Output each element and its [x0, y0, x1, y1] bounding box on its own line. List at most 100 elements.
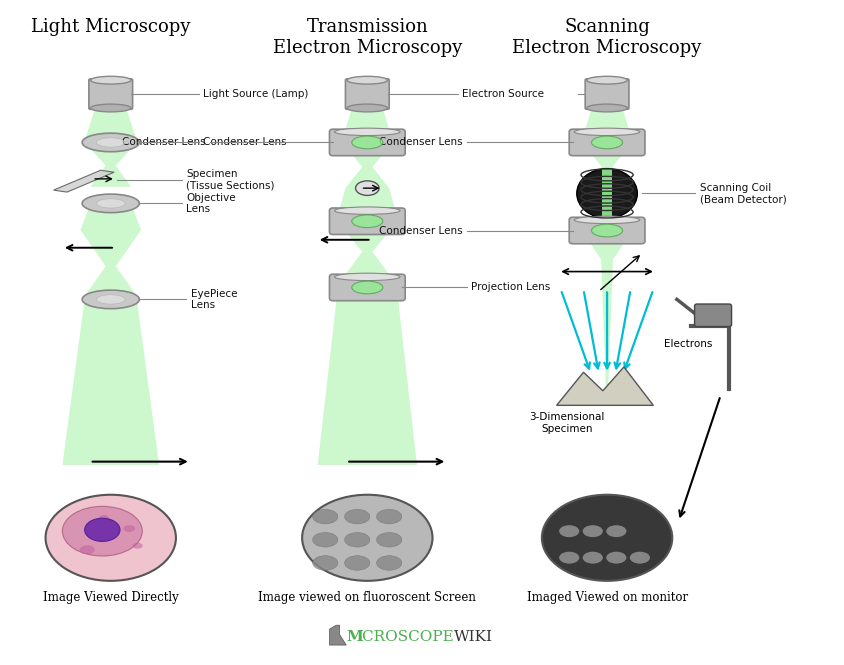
- Text: Scanning Coil
(Beam Detector): Scanning Coil (Beam Detector): [700, 183, 787, 204]
- Polygon shape: [84, 107, 137, 140]
- Polygon shape: [586, 167, 628, 194]
- Ellipse shape: [312, 533, 338, 547]
- Polygon shape: [84, 142, 137, 166]
- Polygon shape: [337, 221, 398, 252]
- Ellipse shape: [96, 138, 125, 147]
- Text: Electron Source: Electron Source: [463, 89, 544, 99]
- Polygon shape: [345, 167, 389, 188]
- Polygon shape: [556, 367, 653, 406]
- Text: Specimen
(Tissue Sections): Specimen (Tissue Sections): [187, 170, 275, 191]
- Ellipse shape: [46, 495, 176, 581]
- Ellipse shape: [123, 525, 135, 532]
- Ellipse shape: [347, 104, 387, 112]
- Polygon shape: [582, 107, 632, 140]
- Ellipse shape: [592, 136, 623, 149]
- Text: Objective
Lens: Objective Lens: [187, 193, 236, 214]
- Ellipse shape: [606, 552, 626, 564]
- Ellipse shape: [312, 509, 338, 524]
- Ellipse shape: [62, 506, 143, 556]
- Polygon shape: [53, 170, 114, 192]
- Text: Condenser Lens: Condenser Lens: [122, 138, 206, 148]
- Ellipse shape: [84, 518, 120, 541]
- Ellipse shape: [376, 533, 402, 547]
- Ellipse shape: [96, 199, 125, 208]
- Text: ICROSCOPE: ICROSCOPE: [356, 630, 454, 644]
- Polygon shape: [317, 287, 417, 465]
- Ellipse shape: [352, 281, 383, 294]
- Ellipse shape: [82, 194, 139, 213]
- Polygon shape: [582, 142, 632, 167]
- Polygon shape: [90, 166, 131, 187]
- Text: Light Microscopy: Light Microscopy: [31, 18, 191, 36]
- Text: Transmission
Electron Microscopy: Transmission Electron Microscopy: [273, 18, 462, 57]
- Ellipse shape: [82, 290, 139, 309]
- Ellipse shape: [376, 509, 402, 524]
- FancyBboxPatch shape: [569, 129, 645, 156]
- Text: Scanning
Electron Microscopy: Scanning Electron Microscopy: [512, 18, 701, 57]
- Text: Image Viewed Directly: Image Viewed Directly: [43, 591, 179, 604]
- Text: Imaged Viewed on monitor: Imaged Viewed on monitor: [527, 591, 688, 604]
- FancyBboxPatch shape: [569, 217, 645, 244]
- Polygon shape: [84, 266, 137, 296]
- FancyBboxPatch shape: [329, 208, 405, 235]
- Ellipse shape: [90, 104, 131, 112]
- Ellipse shape: [82, 133, 139, 152]
- Text: Light Source (Lamp): Light Source (Lamp): [203, 89, 309, 99]
- Ellipse shape: [344, 533, 370, 547]
- FancyBboxPatch shape: [329, 274, 405, 301]
- Text: WIKI: WIKI: [454, 630, 493, 644]
- FancyBboxPatch shape: [695, 304, 732, 327]
- Ellipse shape: [587, 76, 627, 84]
- FancyBboxPatch shape: [585, 79, 629, 109]
- Ellipse shape: [344, 509, 370, 524]
- Text: Condenser Lens: Condenser Lens: [379, 138, 463, 148]
- Ellipse shape: [582, 525, 603, 537]
- Ellipse shape: [334, 207, 400, 214]
- Ellipse shape: [592, 224, 623, 237]
- Text: EyePiece
Lens: EyePiece Lens: [191, 289, 237, 310]
- Ellipse shape: [559, 525, 579, 537]
- Ellipse shape: [347, 76, 387, 84]
- Polygon shape: [342, 107, 392, 140]
- Ellipse shape: [344, 556, 370, 571]
- Ellipse shape: [376, 556, 402, 571]
- Ellipse shape: [133, 543, 143, 549]
- FancyBboxPatch shape: [345, 79, 389, 109]
- Text: Condenser Lens: Condenser Lens: [203, 138, 287, 148]
- Text: Image viewed on fluoroscent Screen: Image viewed on fluoroscent Screen: [258, 591, 476, 604]
- Ellipse shape: [352, 215, 383, 227]
- Ellipse shape: [582, 552, 603, 564]
- Ellipse shape: [99, 515, 109, 521]
- Text: M: M: [346, 630, 363, 644]
- Ellipse shape: [542, 495, 673, 581]
- Ellipse shape: [352, 136, 383, 149]
- Ellipse shape: [576, 169, 637, 218]
- Polygon shape: [601, 259, 613, 386]
- Ellipse shape: [334, 128, 400, 136]
- Ellipse shape: [559, 552, 579, 564]
- Ellipse shape: [574, 128, 640, 136]
- Ellipse shape: [630, 552, 650, 564]
- Polygon shape: [342, 142, 392, 167]
- Ellipse shape: [587, 104, 627, 112]
- Ellipse shape: [606, 525, 626, 537]
- Ellipse shape: [334, 273, 400, 281]
- Ellipse shape: [355, 181, 379, 196]
- Text: Condenser Lens: Condenser Lens: [379, 225, 463, 235]
- Polygon shape: [602, 169, 612, 218]
- Polygon shape: [329, 625, 346, 645]
- Text: Electrons: Electrons: [664, 339, 712, 349]
- Ellipse shape: [90, 76, 131, 84]
- Polygon shape: [582, 231, 632, 259]
- Ellipse shape: [302, 495, 432, 581]
- Polygon shape: [80, 230, 141, 266]
- Polygon shape: [337, 188, 398, 219]
- Polygon shape: [80, 203, 141, 230]
- Ellipse shape: [96, 295, 125, 304]
- FancyBboxPatch shape: [89, 79, 133, 109]
- Polygon shape: [62, 299, 160, 465]
- Ellipse shape: [574, 216, 640, 223]
- Ellipse shape: [312, 556, 338, 571]
- FancyBboxPatch shape: [329, 129, 405, 156]
- Text: Projection Lens: Projection Lens: [471, 283, 550, 293]
